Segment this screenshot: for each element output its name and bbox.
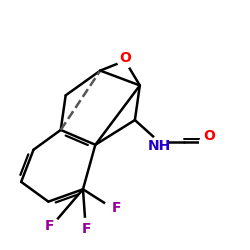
Circle shape [48, 218, 59, 229]
Circle shape [118, 53, 132, 68]
Circle shape [200, 136, 213, 149]
Text: O: O [119, 51, 131, 65]
Circle shape [105, 201, 116, 212]
Text: O: O [203, 129, 215, 143]
Text: NH: NH [148, 139, 171, 153]
Circle shape [153, 136, 166, 149]
Text: F: F [112, 201, 121, 215]
Circle shape [80, 218, 91, 229]
Text: F: F [45, 219, 54, 233]
Text: F: F [82, 222, 92, 236]
